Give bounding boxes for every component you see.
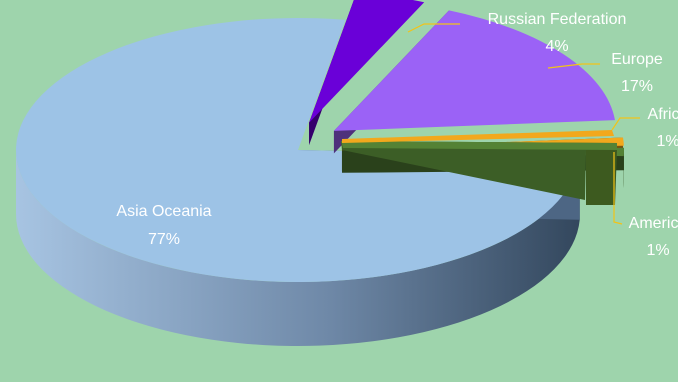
slice-edge-america [586,150,617,205]
data-label-russian-federation: Russian Federation [488,11,627,28]
leader-line-europe [547,63,600,69]
data-value-america: 1% [646,242,669,259]
data-label-asia-oceania: Asia Oceania [116,203,211,220]
slice-russian-federation [309,0,425,123]
slice-side-asia-oceania [16,150,580,347]
leader-line-russian-federation [407,23,460,33]
data-value-russian-federation: 4% [545,38,568,55]
slice-top-america [341,141,617,150]
leader-line-america [613,152,623,225]
data-value-europe: 17% [621,78,653,95]
slice-block-america [341,141,617,200]
slice-europe [333,10,615,131]
slice-asia-oceania [16,17,580,283]
data-label-europe: Europe [611,51,663,68]
data-value-asia-oceania: 77% [148,231,180,248]
data-label-america: America [629,215,678,232]
data-value-africa: 1% [656,133,678,150]
leader-line-africa [611,117,640,131]
slice-sliver-africa [342,130,614,143]
data-label-africa: Africa [648,106,678,123]
